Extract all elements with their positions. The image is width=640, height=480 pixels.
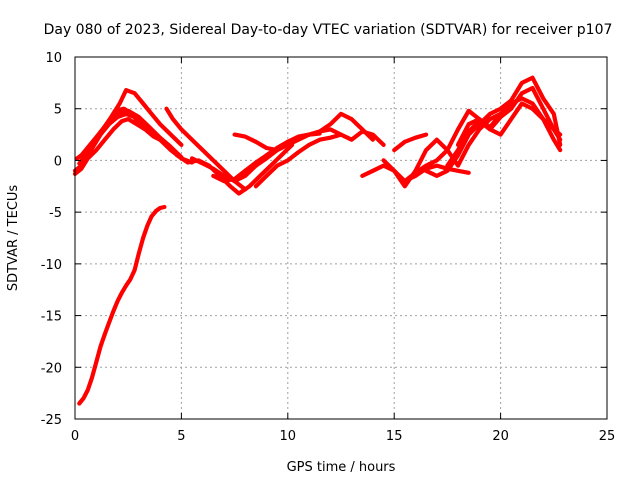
series-layer <box>72 75 563 406</box>
series-arc-15 <box>381 111 503 189</box>
y-tick-label: -20 <box>41 361 62 376</box>
y-tick-label: 5 <box>54 103 62 118</box>
y-tick-label: 0 <box>54 154 62 169</box>
x-tick-label: 5 <box>177 429 185 444</box>
y-tick-label: -5 <box>49 206 62 221</box>
y-tick-label: 10 <box>45 51 62 66</box>
y-tick-label: -25 <box>41 413 62 428</box>
series-arc-20 <box>455 101 563 153</box>
y-tick-label: -15 <box>41 310 62 325</box>
y-axis-label: SDTVAR / TECUs <box>6 185 21 292</box>
ticks: 0 5 10 15 20 25 -25 -20 -15 -10 -5 0 5 10 <box>41 51 616 444</box>
series-arc-5 <box>79 108 184 160</box>
plot-frame <box>74 56 608 420</box>
series-arc-16 <box>392 132 429 153</box>
series-arc-6 <box>77 204 167 406</box>
series-arc-13 <box>253 132 344 189</box>
series-arc-19 <box>445 85 563 168</box>
x-tick-label: 15 <box>386 429 403 444</box>
x-tick-label: 25 <box>599 429 616 444</box>
x-tick-label: 20 <box>492 429 509 444</box>
y-tick-label: -10 <box>41 258 62 273</box>
x-axis-label: GPS time / hours <box>287 460 396 475</box>
series-arc-14 <box>360 163 471 184</box>
x-tick-label: 0 <box>71 429 79 444</box>
chart-title: Day 080 of 2023, Sidereal Day-to-day VTE… <box>44 22 613 38</box>
series-arc-12 <box>243 127 386 173</box>
series-arc-18 <box>424 75 563 178</box>
x-tick-label: 10 <box>280 429 297 444</box>
